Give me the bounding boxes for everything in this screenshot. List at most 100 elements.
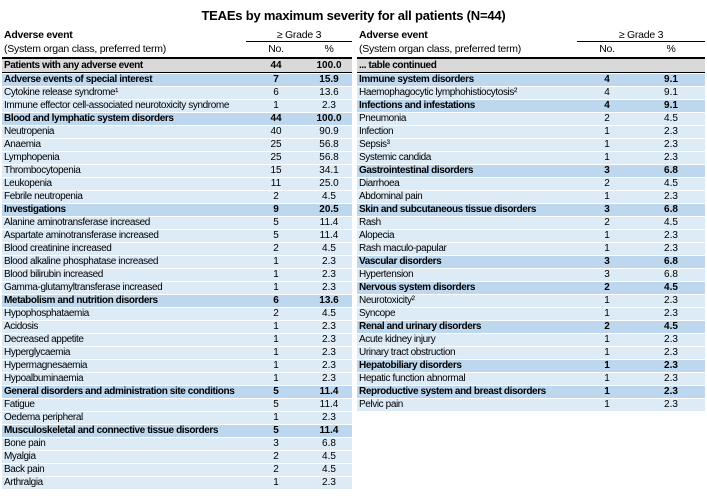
table-row: Immune system disorders 4 9.1 bbox=[357, 74, 705, 86]
pct-cell: 4.5 bbox=[322, 451, 336, 462]
table-row: Hepatobiliary disorders 1 2.3 bbox=[357, 360, 705, 372]
table-row: Sepsis³ 1 2.3 bbox=[357, 139, 705, 151]
table-row: Systemic candida 1 2.3 bbox=[357, 152, 705, 164]
pct-cell: 20.5 bbox=[319, 204, 339, 215]
pct-cell: 11.4 bbox=[319, 399, 339, 410]
pct-cell: 9.1 bbox=[664, 87, 678, 98]
event-name-cell: Decreased appetite bbox=[4, 334, 84, 345]
pct-cell: 4.5 bbox=[322, 243, 336, 254]
pct-cell: 2.3 bbox=[664, 126, 678, 137]
event-name-cell: ... table continued bbox=[359, 59, 437, 71]
table-row: Patients with any adverse event 44 100.0 bbox=[2, 59, 352, 73]
table-header: Adverse event (System organ class, prefe… bbox=[357, 27, 705, 59]
table-row: Nervous system disorders 2 4.5 bbox=[357, 282, 705, 294]
teae-table-right: Adverse event (System organ class, prefe… bbox=[357, 27, 705, 412]
pct-cell: 100.0 bbox=[316, 113, 342, 124]
no-count-cell: 1 bbox=[604, 334, 610, 345]
event-name-cell: Immune effector cell-associated neurotox… bbox=[4, 100, 229, 111]
table-row: Immune effector cell-associated neurotox… bbox=[2, 100, 352, 112]
table-row: Investigations 9 20.5 bbox=[2, 204, 352, 216]
event-name-cell: Hypermagnesaemia bbox=[4, 360, 88, 371]
table-row: Febrile neutropenia 2 4.5 bbox=[2, 191, 352, 203]
event-name-cell: Diarrhoea bbox=[359, 178, 400, 189]
event-name-cell: Pneumonia bbox=[359, 113, 406, 124]
no-count-cell: 4 bbox=[604, 100, 610, 111]
column-header-pct: % bbox=[324, 43, 334, 55]
table-row: Syncope 1 2.3 bbox=[357, 308, 705, 320]
event-name-cell: Anaemia bbox=[4, 139, 41, 150]
event-name-cell: Systemic candida bbox=[359, 152, 431, 163]
no-count-cell: 9 bbox=[273, 204, 279, 215]
table-row: Cytokine release syndrome¹ 6 13.6 bbox=[2, 87, 352, 99]
table-row: Lymphopenia 25 56.8 bbox=[2, 152, 352, 164]
table-row: Alopecia 1 2.3 bbox=[357, 230, 705, 242]
pct-cell: 4.5 bbox=[664, 282, 678, 293]
pct-cell: 4.5 bbox=[664, 321, 678, 332]
no-count-cell: 1 bbox=[273, 282, 279, 293]
event-name-cell: Myalgia bbox=[4, 451, 36, 462]
event-name-cell: Patients with any adverse event bbox=[4, 59, 143, 71]
event-name-cell: Hepatobiliary disorders bbox=[359, 360, 462, 371]
table-row: Leukopenia 11 25.0 bbox=[2, 178, 352, 190]
no-count-cell: 1 bbox=[273, 100, 279, 111]
pct-cell: 9.1 bbox=[664, 74, 678, 85]
tables-container: Adverse event (System organ class, prefe… bbox=[0, 27, 707, 490]
pct-cell: 6.8 bbox=[664, 165, 678, 176]
table-body-right: ... table continued Immune system disorde… bbox=[357, 59, 705, 411]
table-row: Myalgia 2 4.5 bbox=[2, 451, 352, 463]
table-row: Blood alkaline phosphatase increased 1 2.3 bbox=[2, 256, 352, 268]
column-header-grade3: ≥ Grade 3 bbox=[577, 27, 705, 42]
event-name-cell: Acute kidney injury bbox=[359, 334, 436, 345]
event-name-cell: Haemophagocytic lymphohistiocytosis² bbox=[359, 87, 517, 98]
pct-cell: 2.3 bbox=[322, 334, 336, 345]
pct-cell: 2.3 bbox=[322, 100, 336, 111]
event-name-cell: Blood alkaline phosphatase increased bbox=[4, 256, 159, 267]
table-row: Bone pain 3 6.8 bbox=[2, 438, 352, 450]
no-count-cell: 1 bbox=[604, 230, 610, 241]
no-count-cell: 1 bbox=[604, 295, 610, 306]
no-count-cell: 6 bbox=[273, 295, 279, 306]
pct-cell: 4.5 bbox=[322, 464, 336, 475]
event-name-cell: Hepatic function abnormal bbox=[359, 373, 466, 384]
table-row: Oedema peripheral 1 2.3 bbox=[2, 412, 352, 424]
no-count-cell: 6 bbox=[273, 87, 279, 98]
column-header-grade3: ≥ Grade 3 bbox=[246, 27, 352, 42]
table-row: Musculoskeletal and connective tissue di… bbox=[2, 425, 352, 437]
no-count-cell: 1 bbox=[273, 347, 279, 358]
table-header: Adverse event (System organ class, prefe… bbox=[2, 27, 352, 59]
column-header-adverse-event: Adverse event bbox=[4, 29, 73, 41]
no-count-cell: 1 bbox=[273, 477, 279, 488]
event-name-cell: Urinary tract obstruction bbox=[359, 347, 456, 358]
table-row: ... table continued bbox=[357, 59, 705, 73]
column-header-no: No. bbox=[268, 43, 284, 55]
event-name-cell: Hyperglycaemia bbox=[4, 347, 71, 358]
table-body-left: Patients with any adverse event 44 100.0 Ad… bbox=[2, 59, 352, 489]
no-count-cell: 1 bbox=[604, 243, 610, 254]
table-row: Rash maculo-papular 1 2.3 bbox=[357, 243, 705, 255]
no-count-cell: 5 bbox=[273, 425, 279, 436]
no-count-cell: 15 bbox=[270, 165, 282, 176]
event-name-cell: Nervous system disorders bbox=[359, 282, 476, 293]
pct-cell: 6.8 bbox=[664, 269, 678, 280]
pct-cell: 2.3 bbox=[664, 230, 678, 241]
event-name-cell: Pelvic pain bbox=[359, 399, 403, 410]
table-row: Metabolism and nutrition disorders 6 13.6 bbox=[2, 295, 352, 307]
table-row: Gamma-glutamyltransferase increased 1 2.3 bbox=[2, 282, 352, 294]
no-count-cell: 1 bbox=[604, 139, 610, 150]
page-title: TEAEs by maximum severity for all patien… bbox=[201, 8, 506, 23]
pct-cell: 2.3 bbox=[664, 360, 678, 371]
pct-cell: 11.4 bbox=[319, 386, 339, 397]
table-row: Hypoalbuminaemia 1 2.3 bbox=[2, 373, 352, 385]
no-count-cell: 1 bbox=[273, 269, 279, 280]
no-count-cell: 1 bbox=[604, 373, 610, 384]
event-name-cell: Infection bbox=[359, 126, 394, 137]
no-count-cell: 3 bbox=[604, 256, 610, 267]
event-name-cell: Bone pain bbox=[4, 438, 46, 449]
table-row: Hepatic function abnormal 1 2.3 bbox=[357, 373, 705, 385]
table-row: Fatigue 5 11.4 bbox=[2, 399, 352, 411]
column-header-soc-pt: (System organ class, preferred term) bbox=[359, 43, 521, 55]
pct-cell: 6.8 bbox=[664, 204, 678, 215]
table-row: Infections and infestations 4 9.1 bbox=[357, 100, 705, 112]
event-name-cell: Vascular disorders bbox=[359, 256, 442, 267]
